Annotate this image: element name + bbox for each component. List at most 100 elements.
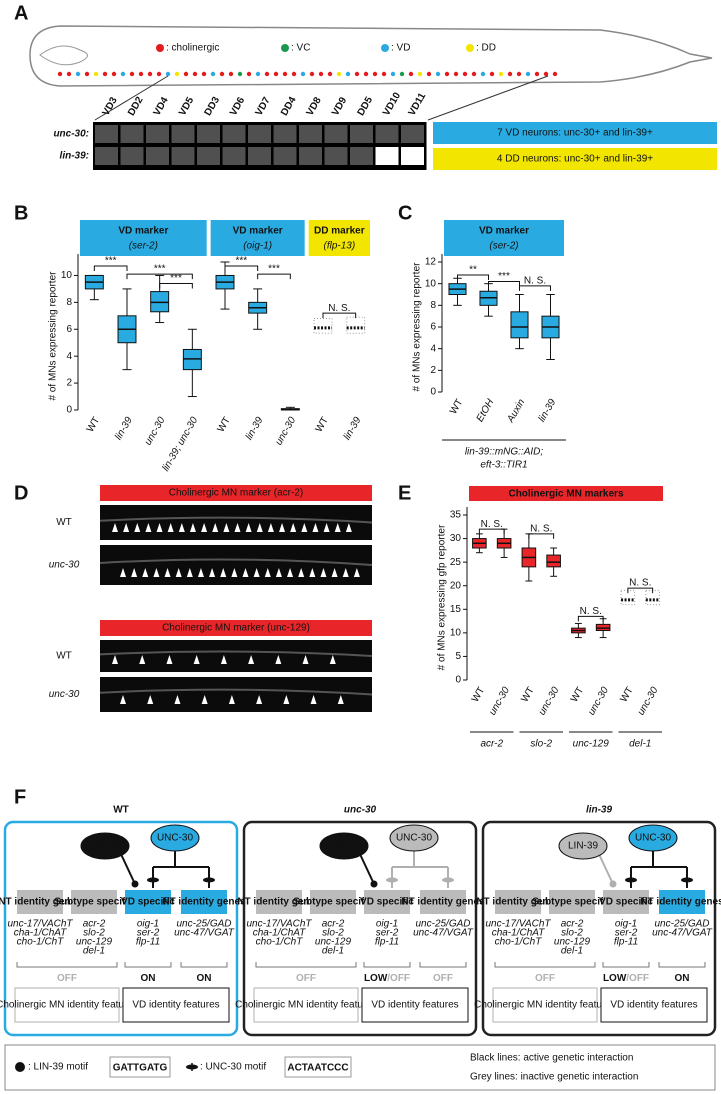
gene-box [364, 890, 410, 914]
y-tick-label: 0 [455, 675, 461, 686]
expression-cell [95, 125, 118, 143]
lin39-motif [15, 1062, 25, 1072]
gene-box [495, 890, 541, 914]
gene-box [125, 890, 171, 914]
gene-box-label: NT identity genes [640, 897, 721, 908]
expression-cell [324, 125, 348, 143]
feature-label: Cholinergic MN identity features [235, 1000, 377, 1011]
gene-box [310, 890, 356, 914]
arrowhead [279, 523, 286, 532]
y-tick-label: 12 [425, 257, 437, 268]
expression-cell [146, 125, 169, 143]
significance-bracket [519, 285, 551, 291]
arrowhead [231, 568, 238, 577]
note-box [433, 148, 717, 170]
worm-neuron-dot [156, 71, 162, 77]
feature-box [361, 987, 469, 1023]
significance-bracket [528, 533, 555, 539]
arrowhead [186, 568, 193, 577]
expression-cell [171, 147, 195, 165]
gene-name: unc-17/VAChT [485, 919, 551, 930]
arrowhead [178, 523, 185, 532]
y-tick-label: 2 [430, 365, 436, 376]
x-tick-label: EtOH [475, 397, 497, 424]
expression-cell [375, 125, 399, 143]
box [510, 311, 529, 339]
gene-name: ser-2 [137, 928, 160, 939]
x-tick-label: WT [519, 685, 536, 704]
worm-neuron-dot [129, 71, 135, 77]
worm-neuron-dot [489, 71, 495, 77]
arrowhead [139, 655, 146, 664]
note-box [433, 122, 717, 144]
arrowhead [153, 568, 160, 577]
feature-label: Cholinergic MN identity features [0, 1000, 138, 1011]
arrowhead [220, 655, 227, 664]
strain-label: eft-3::TIR1 [480, 460, 527, 471]
unc30-label: UNC-30 [635, 833, 672, 844]
motif-logo-box [284, 1056, 352, 1078]
panel-label: F [14, 786, 26, 808]
gene-name: unc-129 [76, 937, 113, 948]
gene-box-label: NT identity genes [0, 897, 82, 908]
arrowhead [298, 568, 305, 577]
group-name: VD marker [479, 226, 529, 237]
state-bracket [255, 962, 357, 968]
gene-name: cho-1/ChT [17, 937, 65, 948]
genotype-label: unc-30 [49, 560, 80, 571]
x-tick-label: WT [448, 397, 465, 416]
worm-neuron-dot [390, 71, 396, 77]
arrowhead [120, 568, 126, 577]
arrowhead [147, 695, 154, 704]
significance-label: N. S. [580, 606, 602, 617]
gene-name: unc-17/VAChT [7, 919, 73, 930]
gene-name: unc-129 [554, 937, 591, 948]
arrowhead [275, 568, 282, 577]
unc30-node [389, 824, 439, 852]
worm-glow [99, 688, 373, 696]
arrowhead [248, 655, 255, 664]
gene-name: del-1 [561, 946, 583, 957]
worm-neuron-dot [228, 71, 234, 77]
gene-label: unc-129 [573, 739, 610, 750]
lin39-edge [597, 851, 614, 885]
arrowhead [309, 568, 316, 577]
neuron-label: DD5 [356, 95, 376, 118]
panel-label: C [398, 202, 412, 224]
arrowhead [120, 695, 126, 704]
neuron-label: DD2 [126, 95, 146, 118]
worm-neuron-dot [354, 71, 360, 77]
state-bracket [494, 962, 596, 968]
expression-cell [350, 147, 373, 165]
gene-name: cho-1/ChT [256, 937, 304, 948]
row-label: unc-30: [53, 129, 89, 140]
column-title: WT [113, 805, 129, 816]
worm-neuron-dot [507, 71, 513, 77]
gene-name: unc-25/GAD [176, 919, 231, 930]
state-bracket [419, 962, 467, 968]
neuron-label: VD6 [228, 95, 247, 118]
legend-label: : LIN-39 motif [28, 1062, 88, 1073]
significance-label: *** [170, 273, 182, 284]
y-tick-label: 8 [430, 300, 436, 311]
significance-label: *** [498, 271, 510, 282]
arrowhead [331, 568, 338, 577]
expression-cell [120, 125, 144, 143]
feature-label: VD identity features [371, 1000, 458, 1011]
x-tick-label: lin-39 [244, 415, 266, 442]
expression-cell [222, 125, 246, 143]
significance-label: N. S. [530, 523, 552, 534]
arrowhead [145, 523, 152, 532]
x-tick-label: WT [569, 685, 586, 704]
lin39-node [80, 832, 130, 860]
x-tick-label: lin-39 [537, 397, 559, 424]
gene-box-label: Subtype specific [532, 897, 612, 908]
worm-neuron-dot [462, 71, 468, 77]
x-tick-label: WT [470, 685, 487, 704]
unc30-node [150, 824, 200, 852]
arrowhead [174, 695, 181, 704]
x-tick-label: unc-30 [487, 685, 512, 717]
gene-name: acr-2 [322, 919, 345, 930]
expression-cell [350, 125, 373, 143]
